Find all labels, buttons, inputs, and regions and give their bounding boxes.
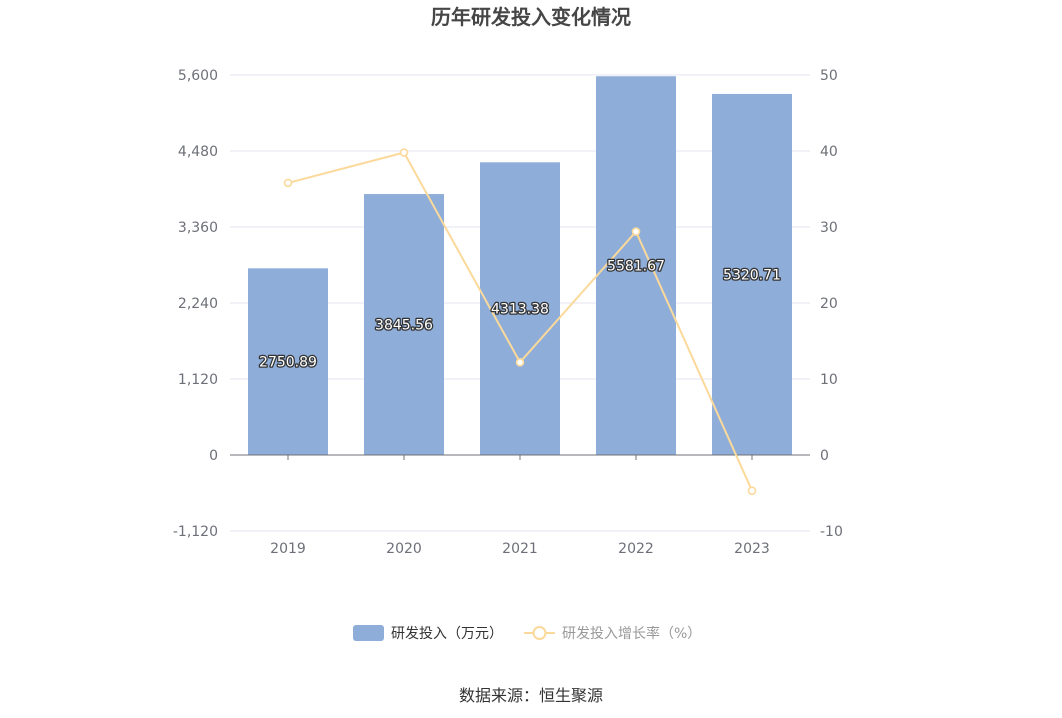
- growth-point: [399, 148, 409, 157]
- x-tick-label: 2020: [386, 541, 422, 557]
- axes: 5,600 4,480 3,360 2,240 1,120 0 -1,120 50 40 30 20…: [173, 68, 843, 557]
- legend-line-label: 研发投入增长率（%）: [562, 625, 701, 642]
- y-left-tick-label: -1,120: [173, 524, 218, 540]
- legend[interactable]: 研发投入（万元） 研发投入增长率（%）: [353, 625, 701, 642]
- legend-item-line[interactable]: 研发投入增长率（%）: [524, 625, 701, 642]
- y-right-tick-label: 0: [820, 448, 829, 464]
- bar-value-label: 5320.71: [723, 267, 781, 283]
- bar-value-label: 4313.38: [491, 302, 549, 318]
- bar-value-label: 5581.67: [607, 259, 665, 275]
- y-right-tick-label: -10: [820, 524, 843, 540]
- line-series: [283, 148, 757, 496]
- growth-point: [631, 227, 641, 236]
- x-tick-label: 2023: [734, 541, 770, 557]
- y-left-tick-label: 2,240: [178, 296, 218, 312]
- growth-point: [747, 486, 757, 496]
- source-note: 数据来源：恒生聚源: [459, 686, 603, 705]
- bar: [248, 268, 328, 455]
- bar-value-label: 3845.56: [375, 318, 433, 334]
- y-left-tick-label: 4,480: [178, 144, 218, 160]
- growth-point: [515, 357, 525, 367]
- chart-title: 历年研发投入变化情况: [431, 5, 631, 29]
- y-right-tick-label: 20: [820, 296, 838, 312]
- bar: [480, 162, 560, 456]
- legend-bar-label: 研发投入（万元）: [391, 626, 503, 642]
- bar-value-label: 2750.89: [259, 355, 317, 371]
- y-right-tick-label: 40: [820, 144, 838, 160]
- legend-item-bar[interactable]: 研发投入（万元）: [353, 625, 503, 642]
- bar: [364, 194, 444, 456]
- bar: [596, 76, 676, 455]
- x-tick-label: 2022: [618, 541, 654, 557]
- legend-line-marker: [532, 626, 547, 640]
- growth-point: [283, 178, 293, 188]
- legend-bar-swatch: [353, 625, 384, 641]
- y-left-tick-label: 5,600: [178, 68, 218, 84]
- y-right-tick-label: 30: [820, 220, 838, 236]
- bar-data-labels: 2750.89 3845.56 4313.38 5581.67 5320.71: [258, 257, 783, 372]
- y-left-tick-label: 3,360: [178, 220, 218, 236]
- x-tick-label: 2019: [270, 541, 306, 557]
- y-left-tick-label: 1,120: [178, 372, 218, 388]
- bar: [712, 93, 792, 456]
- y-right-tick-label: 10: [820, 372, 838, 388]
- y-left-tick-label: 0: [209, 448, 218, 464]
- x-tick-label: 2021: [502, 541, 538, 557]
- bar-series: [248, 76, 792, 456]
- y-right-tick-label: 50: [820, 68, 838, 84]
